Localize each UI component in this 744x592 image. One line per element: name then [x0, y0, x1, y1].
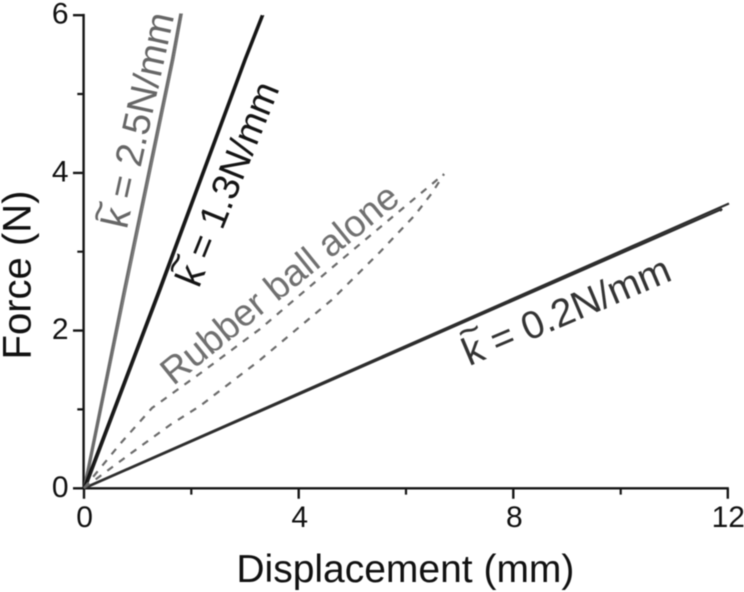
- svg-text:2: 2: [52, 313, 69, 346]
- svg-text:0: 0: [76, 501, 93, 534]
- svg-text:6: 6: [52, 0, 69, 31]
- svg-text:12: 12: [712, 501, 744, 534]
- svg-text:Force (N): Force (N): [0, 191, 40, 360]
- svg-text:4: 4: [291, 501, 308, 534]
- svg-text:4: 4: [52, 155, 69, 188]
- svg-text:0: 0: [52, 471, 69, 504]
- svg-text:Displacement (mm): Displacement (mm): [236, 548, 574, 591]
- svg-text:8: 8: [506, 501, 523, 534]
